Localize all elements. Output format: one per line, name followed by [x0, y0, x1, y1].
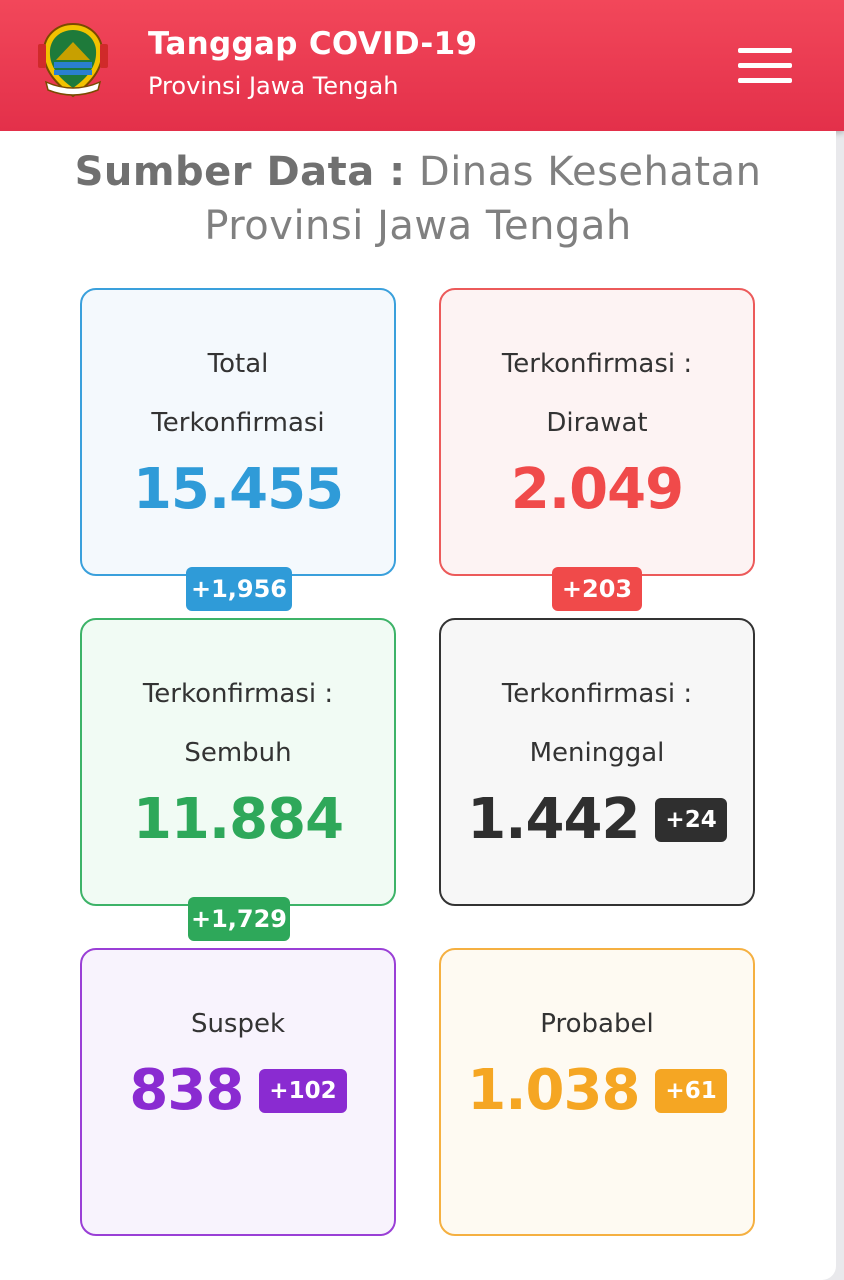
card-suspek[interactable]: Suspek 838 +102 [80, 948, 396, 1236]
jawa-tengah-emblem-icon [38, 22, 108, 98]
card-meninggal[interactable]: Terkonfirmasi : Meninggal 1.442 +24 [439, 618, 755, 906]
delta-badge-probabel: +61 [655, 1068, 727, 1113]
delta-badge-meninggal: +24 [655, 797, 727, 842]
card-label: Probabel [540, 1009, 654, 1039]
card-label: Dirawat [546, 408, 648, 438]
delta-badge-dirawat: +203 [552, 567, 642, 611]
card-label: Sembuh [184, 738, 292, 768]
card-label: Terkonfirmasi [151, 408, 325, 438]
card-label: Total [207, 349, 269, 379]
source-line2: Provinsi Jawa Tengah [204, 203, 632, 249]
card-label: Terkonfirmasi : [501, 679, 693, 709]
card-value: 838 [129, 1058, 244, 1123]
delta-badge-total: +1,956 [186, 567, 292, 611]
card-label: Suspek [190, 1009, 286, 1039]
card-total-confirmed[interactable]: Total Terkonfirmasi 15.455 [80, 288, 396, 576]
card-value: 1.038 [467, 1058, 640, 1123]
card-value: 11.884 [132, 787, 344, 852]
card-value: 15.455 [132, 457, 344, 522]
data-source: Sumber Data : Dinas Kesehatan Provinsi J… [0, 145, 836, 253]
delta-badge-sembuh: +1,729 [188, 897, 290, 941]
card-dirawat[interactable]: Terkonfirmasi : Dirawat 2.049 [439, 288, 755, 576]
main-content: Sumber Data : Dinas Kesehatan Provinsi J… [0, 131, 836, 1280]
app-title: Tanggap COVID-19 [148, 26, 478, 62]
app-subtitle: Provinsi Jawa Tengah [148, 72, 399, 100]
delta-badge-suspek: +102 [259, 1068, 347, 1113]
card-label: Terkonfirmasi : [501, 349, 693, 379]
card-value: 1.442 [467, 787, 640, 852]
card-label: Meninggal [529, 738, 665, 768]
source-line1: Dinas Kesehatan [418, 149, 762, 195]
card-probabel[interactable]: Probabel 1.038 +61 [439, 948, 755, 1236]
hamburger-menu-icon[interactable] [738, 46, 792, 86]
source-label: Sumber Data : [74, 149, 406, 195]
card-value: 2.049 [510, 457, 684, 522]
card-sembuh[interactable]: Terkonfirmasi : Sembuh 11.884 [80, 618, 396, 906]
app-header: Tanggap COVID-19 Provinsi Jawa Tengah [0, 0, 844, 131]
card-label: Terkonfirmasi : [142, 679, 334, 709]
